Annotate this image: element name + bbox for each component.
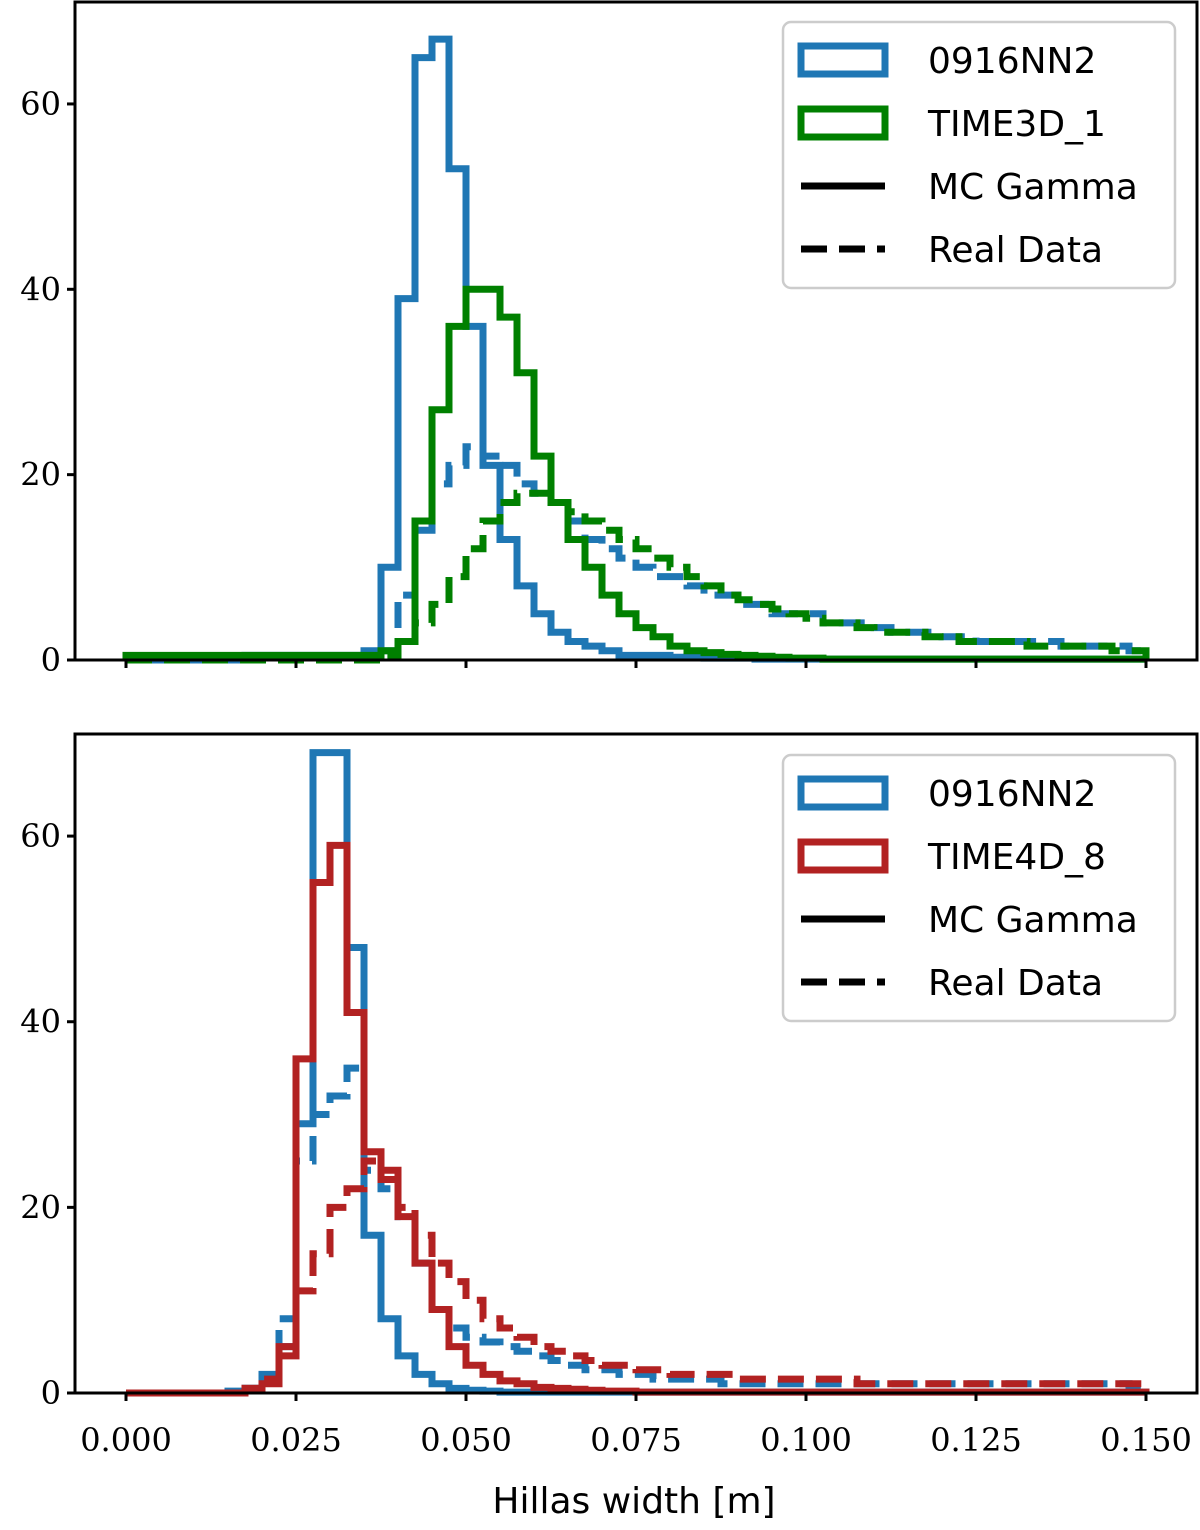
x-tick-label: 0.150 <box>1100 1421 1192 1459</box>
y-tick-label: 0 <box>41 641 61 679</box>
y-tick-label: 60 <box>20 85 61 123</box>
legend-swatch <box>797 775 889 811</box>
legend-label: 0916NN2 <box>928 774 1096 815</box>
y-tick-label: 40 <box>20 1003 61 1041</box>
legend-label: TIME4D_8 <box>927 837 1106 878</box>
x-tick-label: 0.025 <box>250 1421 342 1459</box>
y-tick-label: 40 <box>20 270 61 308</box>
legend-label: MC Gamma <box>928 167 1138 208</box>
x-tick-label: 0.050 <box>420 1421 512 1459</box>
top-panel: 0 20 40 60 0916NN2 TIME3D_1 MC Gamma Real Data <box>20 0 1199 679</box>
legend-label: 0916NN2 <box>928 41 1096 82</box>
legend-label: MC Gamma <box>928 900 1138 941</box>
legend-swatch <box>797 42 889 78</box>
series-time4d-8-real-data <box>126 1157 1150 1397</box>
x-tick-label: 0.125 <box>930 1421 1022 1459</box>
bottom-panel: 0 20 40 60 0.000 0.025 0.050 0.075 0.100 0.125 0.1… <box>20 732 1199 1459</box>
y-tick-label: 20 <box>20 456 61 494</box>
y-tick-label: 60 <box>20 817 61 855</box>
legend-box <box>781 20 1177 290</box>
legend-label: Real Data <box>928 963 1103 1004</box>
x-tick-label: 0.075 <box>590 1421 682 1459</box>
x-tick-label: 0.000 <box>80 1421 172 1459</box>
x-axis-title: Hillas width [m] <box>492 1481 775 1522</box>
y-tick-label: 0 <box>41 1374 61 1412</box>
legend-swatch <box>797 105 889 141</box>
x-tick-label: 0.100 <box>760 1421 852 1459</box>
legend-box <box>781 753 1177 1023</box>
legend-label: Real Data <box>928 230 1103 271</box>
legend-swatch <box>797 838 889 874</box>
legend-label: TIME3D_1 <box>927 104 1106 145</box>
y-tick-label: 20 <box>20 1188 61 1226</box>
